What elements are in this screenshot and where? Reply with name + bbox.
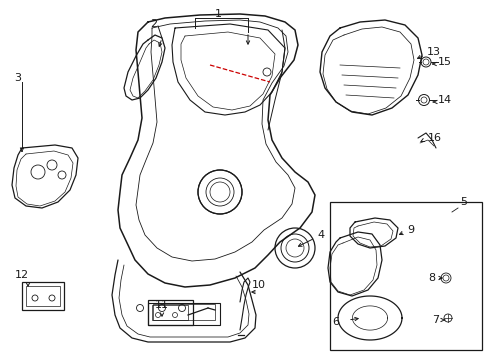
Text: 13: 13 (426, 47, 440, 57)
Text: 8: 8 (427, 273, 434, 283)
Text: 14: 14 (437, 95, 451, 105)
Text: 16: 16 (427, 133, 441, 143)
Text: 9: 9 (406, 225, 413, 235)
Bar (148, 303, 220, 325)
Text: 1: 1 (215, 9, 222, 19)
Text: 11: 11 (155, 300, 169, 310)
Bar (329, 202, 481, 350)
Bar (148, 300, 193, 325)
Text: 4: 4 (316, 230, 324, 240)
Text: 5: 5 (459, 197, 466, 207)
Bar (152, 305, 187, 320)
Text: 12: 12 (15, 270, 29, 280)
Bar (26, 286, 60, 306)
Text: 6: 6 (331, 317, 338, 327)
Text: 15: 15 (437, 57, 451, 67)
Text: 2: 2 (150, 19, 157, 29)
Text: 10: 10 (251, 280, 265, 290)
Bar (153, 304, 215, 320)
Text: 3: 3 (14, 73, 21, 83)
Text: 7: 7 (431, 315, 438, 325)
Bar (22, 282, 64, 310)
